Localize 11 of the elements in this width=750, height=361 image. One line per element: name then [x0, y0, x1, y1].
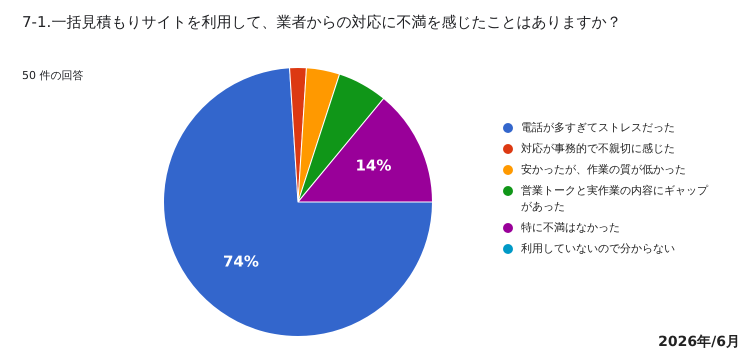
legend-label: 対応が事務的で不親切に感じた — [521, 141, 675, 157]
data-label: 74% — [222, 252, 259, 271]
data-label: 14% — [356, 156, 392, 174]
legend-label: 特に不満はなかった — [521, 220, 620, 236]
legend-label: 電話が多すぎてストレスだった — [521, 120, 675, 136]
legend-label: 利用していないので分からない — [521, 241, 675, 257]
legend-label: 安かったが、作業の質が低かった — [521, 162, 686, 178]
legend-label: 営業トークと実作業の内容にギャップがあった — [521, 183, 710, 215]
text: 2026年/6月 — [658, 333, 740, 351]
chart-title: 7-1.一括見積もりサイトを利用して、業者からの対応に不満を感じたことはありますか？ — [22, 12, 622, 33]
text: 50 件の回答 — [22, 68, 84, 83]
